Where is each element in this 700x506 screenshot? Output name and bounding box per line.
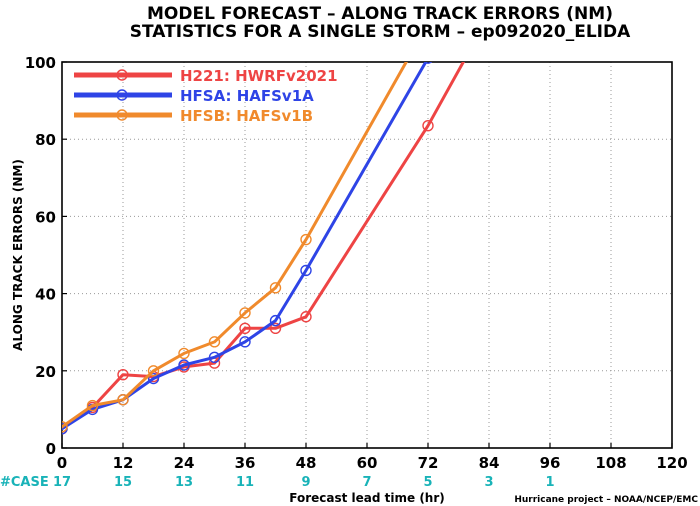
x-tick-label: 48 (296, 454, 317, 472)
series-0-point (269, 322, 282, 335)
series-2-point (239, 307, 251, 319)
y-tick-label: 20 (35, 363, 56, 381)
series-2-point (178, 347, 190, 360)
series-1-point (147, 372, 160, 385)
chart-subtitle: STATISTICS FOR A SINGLE STORM – ep092020… (130, 22, 631, 42)
series-line-1 (62, 62, 428, 431)
grid-lines (62, 62, 672, 448)
credit-text: Hurricane project – NOAA/NCEP/EMC (514, 495, 698, 505)
x-tick-label: 108 (595, 454, 626, 472)
x-tick-label: 60 (357, 454, 378, 472)
case-label: #CASE (0, 475, 49, 490)
x-tick-label: 12 (113, 454, 134, 472)
x-axis-ticks: 0 12 24 36 48 60 72 84 96 108 120 (57, 443, 688, 472)
chart-title: MODEL FORECAST – ALONG TRACK ERRORS (NM) (147, 4, 613, 24)
series-1-point (269, 314, 282, 327)
y-tick-label: 40 (35, 286, 56, 304)
series-2-point (86, 399, 99, 412)
series-0-point (239, 322, 251, 335)
series-0-point (422, 119, 434, 132)
x-axis-label: Forecast lead time (hr) (289, 491, 445, 505)
series-0-point (117, 368, 129, 381)
series-lines (62, 62, 466, 435)
series-1-point (208, 351, 221, 363)
x-tick-label: 0 (57, 454, 67, 472)
series-2-point (300, 233, 312, 246)
case-count: 1 (545, 475, 554, 490)
y-axis-label: ALONG TRACK ERRORS (NM) (11, 159, 25, 351)
legend-entry: HFSB: HAFSv1B (180, 107, 313, 125)
series-1-point (178, 359, 190, 371)
series-1-point (300, 264, 312, 277)
legend-swatch-marker (116, 109, 128, 121)
x-tick-label: 84 (479, 454, 500, 472)
y-tick-label: 100 (25, 54, 56, 72)
series-1-point (239, 336, 251, 348)
y-axis-ticks: 0 20 40 60 80 100 (25, 54, 67, 458)
case-count: 15 (114, 475, 132, 490)
series-2-point (269, 282, 282, 294)
legend-entry: HFSA: HAFSv1A (180, 87, 314, 105)
x-tick-label: 120 (656, 454, 687, 472)
x-tick-label: 72 (418, 454, 439, 472)
series-2-point (117, 394, 129, 406)
legend-swatch-marker (116, 69, 128, 81)
y-tick-label: 60 (35, 208, 56, 226)
y-tick-label: 80 (35, 131, 56, 149)
x-tick-label: 96 (540, 454, 561, 472)
series-2-point (208, 336, 221, 348)
case-count: 9 (301, 475, 310, 490)
legend-swatch-marker (116, 89, 128, 101)
series-2-point (147, 365, 160, 377)
series-line-2 (62, 62, 408, 429)
x-tick-label: 24 (174, 454, 195, 472)
case-counts: 17 15 13 11 9 7 5 3 1 (53, 475, 555, 490)
series-line-0 (62, 62, 466, 431)
series-0-point (300, 311, 312, 323)
case-count: 13 (175, 475, 193, 490)
case-count: 5 (423, 475, 432, 490)
y-tick-label: 0 (46, 440, 56, 458)
case-count: 17 (53, 475, 71, 490)
series-2-point (62, 421, 68, 433)
legend-entry: H221: HWRFv2021 (180, 67, 338, 85)
x-tick-label: 36 (235, 454, 256, 472)
series-1-point (423, 62, 433, 64)
case-count: 11 (236, 475, 254, 490)
legend: H221: HWRFv2021 HFSA: HAFSv1A HFSB: HAFSv1… (74, 67, 338, 125)
case-count: 3 (484, 475, 493, 490)
case-count: 7 (362, 475, 371, 490)
